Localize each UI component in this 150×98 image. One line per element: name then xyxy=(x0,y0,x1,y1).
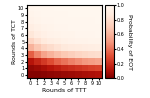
X-axis label: Rounds of TTT: Rounds of TTT xyxy=(42,88,87,93)
Y-axis label: Rounds of TCT: Rounds of TCT xyxy=(12,19,17,64)
Y-axis label: Probability of EOT: Probability of EOT xyxy=(127,14,132,70)
